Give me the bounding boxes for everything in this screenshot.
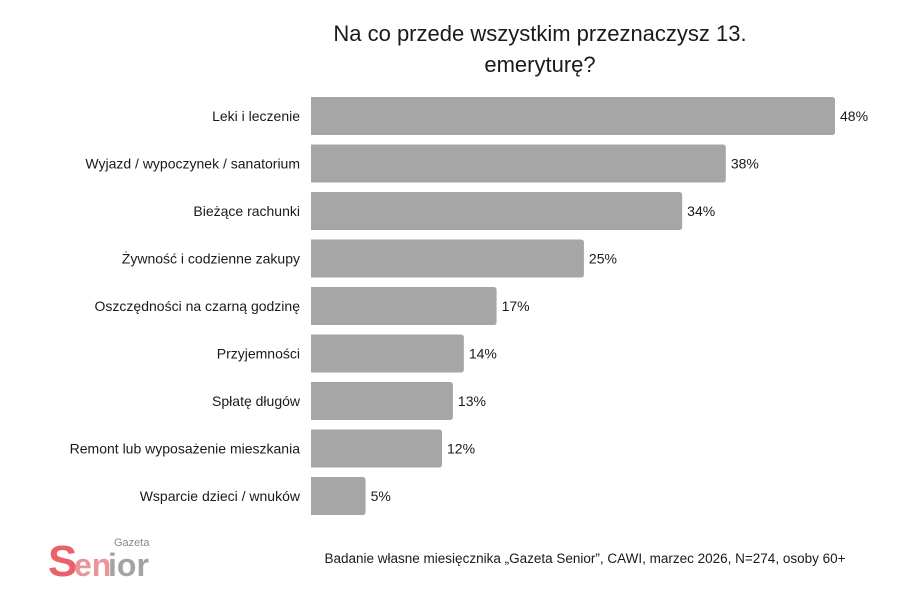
bar (311, 192, 683, 230)
source-note: Badanie własne miesięcznika „Gazeta Seni… (324, 551, 846, 566)
data-label: 17% (502, 298, 530, 314)
category-label: Przyjemności (217, 346, 300, 362)
bar (311, 429, 442, 468)
data-label: 12% (447, 441, 475, 457)
category-label: Oszczędności na czarną godzinę (95, 298, 301, 314)
category-label: Remont lub wyposażenie mieszkania (70, 441, 301, 457)
chart-title: Na co przede wszystkim przeznaczysz 13. … (333, 21, 747, 77)
svg-text:en: en (74, 547, 111, 580)
category-label: Bieżące rachunki (193, 203, 300, 219)
data-label: 25% (589, 251, 617, 267)
svg-text:ior: ior (108, 547, 149, 580)
bar (311, 97, 835, 135)
category-label: Wsparcie dzieci / wnuków (140, 488, 301, 504)
bar (311, 477, 366, 515)
data-label: 48% (840, 108, 868, 124)
category-label: Wyjazd / wypoczynek / sanatorium (85, 156, 300, 172)
data-label: 5% (371, 488, 391, 504)
bar (311, 144, 726, 183)
data-label: 13% (458, 393, 486, 409)
bar (311, 334, 464, 373)
data-label: 34% (687, 203, 715, 219)
bar (311, 239, 584, 278)
category-label: Żywność i codzienne zakupy (122, 250, 300, 267)
bar (311, 287, 497, 325)
data-label: 38% (731, 156, 759, 172)
category-label: Leki i leczenie (212, 108, 300, 124)
bar (311, 382, 453, 420)
svg-text:Gazeta: Gazeta (114, 537, 150, 549)
category-label: Spłatę długów (212, 393, 301, 409)
gazeta-senior-logo: S en ior Gazeta (48, 537, 150, 580)
data-label: 14% (469, 346, 497, 362)
svg-text:S: S (48, 537, 77, 580)
